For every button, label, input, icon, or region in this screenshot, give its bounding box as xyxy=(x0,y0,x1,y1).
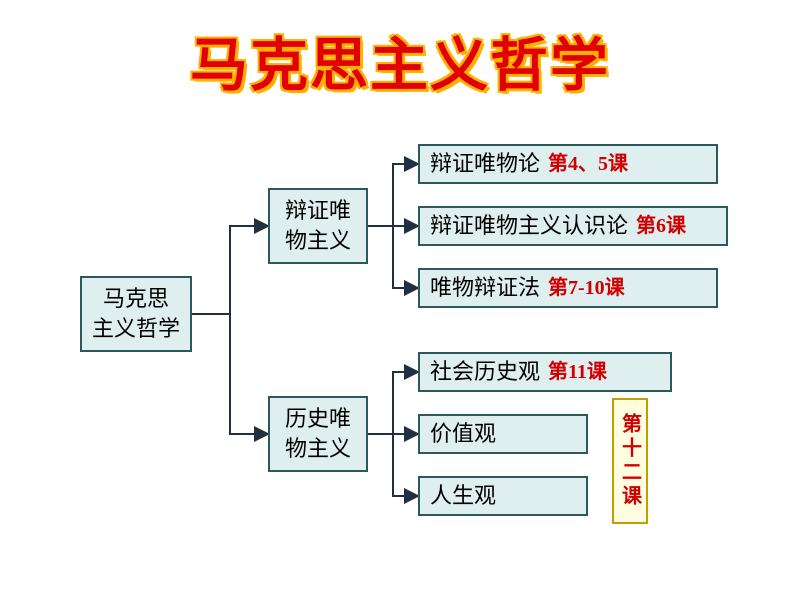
node-mid2: 历史唯 物主义 xyxy=(268,396,368,472)
leaf4-red: 第11课 xyxy=(548,359,607,386)
leaf2-red: 第6课 xyxy=(636,213,686,240)
leaf3-red: 第7-10课 xyxy=(548,275,625,302)
leaf5-main: 价值观 xyxy=(430,419,496,449)
node-mid1-label: 辩证唯 物主义 xyxy=(285,196,351,255)
node-leaf4: 社会历史观 第11课 xyxy=(418,352,672,392)
side-label: 第十二课 xyxy=(616,413,645,509)
leaf6-main: 人生观 xyxy=(430,481,496,511)
leaf1-main: 辩证唯物论 xyxy=(430,149,540,179)
node-root: 马克思 主义哲学 xyxy=(80,276,192,352)
title-wrap: 马克思主义哲学 xyxy=(0,18,800,102)
node-side: 第十二课 xyxy=(612,398,648,524)
leaf4-main: 社会历史观 xyxy=(430,357,540,387)
node-leaf6: 人生观 xyxy=(418,476,588,516)
node-mid1: 辩证唯 物主义 xyxy=(268,188,368,264)
node-leaf3: 唯物辩证法 第7-10课 xyxy=(418,268,718,308)
leaf2-main: 辩证唯物主义认识论 xyxy=(430,211,628,241)
node-leaf5: 价值观 xyxy=(418,414,588,454)
node-leaf2: 辩证唯物主义认识论 第6课 xyxy=(418,206,728,246)
node-leaf1: 辩证唯物论 第4、5课 xyxy=(418,144,718,184)
leaf3-main: 唯物辩证法 xyxy=(430,273,540,303)
page-title: 马克思主义哲学 xyxy=(190,33,610,98)
diagram-container: 马克思主义哲学 马克思 主义哲学 辩证唯 物主义 历史唯 物主义 辩证唯物论 第… xyxy=(0,0,800,600)
leaf1-red: 第4、5课 xyxy=(548,151,628,178)
node-root-label: 马克思 主义哲学 xyxy=(92,284,180,343)
node-mid2-label: 历史唯 物主义 xyxy=(285,404,351,463)
